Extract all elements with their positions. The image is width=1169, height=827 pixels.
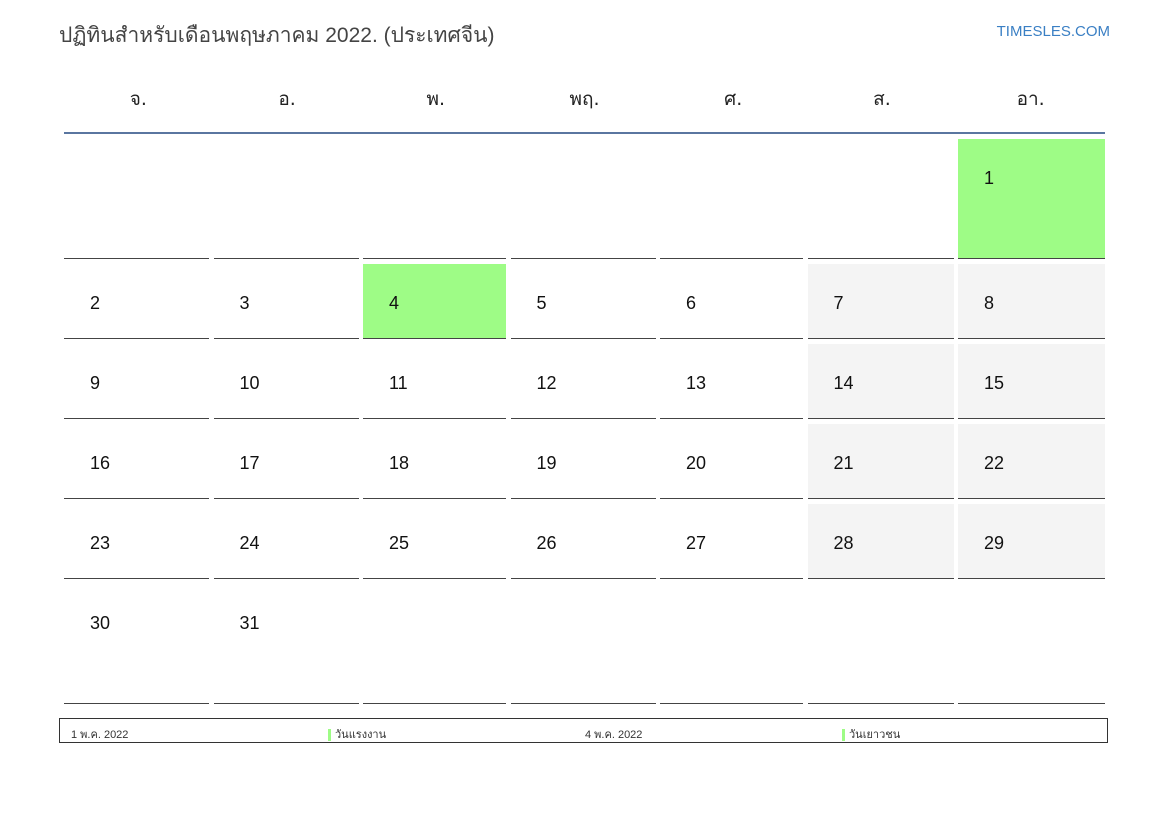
day-cell-15[interactable]: 15 <box>958 344 1105 419</box>
day-number: 25 <box>389 533 410 553</box>
day-number: 15 <box>984 373 1005 393</box>
empty-day-cell <box>64 139 209 259</box>
day-cell-11[interactable]: 11 <box>363 344 506 419</box>
day-cell-18[interactable]: 18 <box>363 424 506 499</box>
day-number: 5 <box>536 293 547 313</box>
day-number: 2 <box>90 293 101 313</box>
weekday-sun: อา. <box>1016 88 1045 110</box>
weekday-fri: ศ. <box>724 88 743 110</box>
brand-link[interactable]: TIMESLES.COM <box>996 23 1110 40</box>
empty-day-cell <box>213 139 359 259</box>
day-cell-7[interactable]: 7 <box>807 264 954 339</box>
day-number: 31 <box>239 613 260 633</box>
day-cell-26[interactable]: 26 <box>510 504 656 579</box>
day-cell-12[interactable]: 12 <box>510 344 656 419</box>
day-cell-20[interactable]: 20 <box>660 424 803 499</box>
day-cell-3[interactable]: 3 <box>213 264 359 339</box>
holiday-legend: 1 พ.ค. 2022 วันแรงงาน 4 พ.ค. 2022 วันเยา… <box>59 718 1108 743</box>
day-number: 18 <box>389 453 410 473</box>
legend-holiday: วันเยาวชน <box>842 725 900 743</box>
weekday-tue: อ. <box>278 88 296 110</box>
day-cell-25[interactable]: 25 <box>363 504 506 579</box>
legend-holiday-name: วันเยาวชน <box>849 729 901 741</box>
empty-day-cell <box>510 584 656 704</box>
day-number: 7 <box>833 293 844 313</box>
day-cell-13[interactable]: 13 <box>660 344 803 419</box>
day-number: 16 <box>90 453 111 473</box>
day-cell-1[interactable]: 1 <box>958 139 1105 259</box>
day-number: 28 <box>833 533 854 553</box>
day-number: 27 <box>686 533 707 553</box>
day-cell-6[interactable]: 6 <box>660 264 803 339</box>
day-cell-5[interactable]: 5 <box>510 264 656 339</box>
empty-day-cell <box>660 139 803 259</box>
day-cell-17[interactable]: 17 <box>213 424 359 499</box>
day-number: 22 <box>984 453 1005 473</box>
day-cell-9[interactable]: 9 <box>64 344 209 419</box>
day-cell-2[interactable]: 2 <box>64 264 209 339</box>
day-cell-4[interactable]: 4 <box>363 264 506 339</box>
day-number: 10 <box>239 373 260 393</box>
day-number: 29 <box>984 533 1005 553</box>
day-number: 21 <box>833 453 854 473</box>
weekday-sat: ส. <box>873 88 891 110</box>
calendar-grid: 1 2 3 4 5 6 7 8 9 10 11 12 13 14 15 16 17 18 19 20 21 22 23 24 2… <box>64 139 1105 704</box>
day-cell-16[interactable]: 16 <box>64 424 209 499</box>
weekday-thu: พฤ. <box>569 88 600 110</box>
day-cell-27[interactable]: 27 <box>660 504 803 579</box>
day-number: 4 <box>389 293 400 313</box>
day-number: 14 <box>833 373 854 393</box>
day-number: 20 <box>686 453 707 473</box>
day-cell-31[interactable]: 31 <box>213 584 359 704</box>
weekday-wed: พ. <box>426 88 446 110</box>
weekday-mon: จ. <box>129 88 147 110</box>
empty-day-cell <box>807 139 954 259</box>
legend-holiday-name: วันแรงงาน <box>335 729 387 741</box>
day-cell-30[interactable]: 30 <box>64 584 209 704</box>
day-number: 17 <box>239 453 260 473</box>
day-number: 30 <box>90 613 111 633</box>
day-number: 13 <box>686 373 707 393</box>
day-cell-22[interactable]: 22 <box>958 424 1105 499</box>
day-number: 26 <box>536 533 557 553</box>
day-number: 9 <box>90 373 101 393</box>
day-number: 24 <box>239 533 260 553</box>
day-cell-14[interactable]: 14 <box>807 344 954 419</box>
day-number: 11 <box>389 373 408 393</box>
day-number: 23 <box>90 533 111 553</box>
empty-day-cell <box>363 139 506 259</box>
day-cell-8[interactable]: 8 <box>958 264 1105 339</box>
day-cell-10[interactable]: 10 <box>213 344 359 419</box>
day-cell-29[interactable]: 29 <box>958 504 1105 579</box>
legend-date: 4 พ.ค. 2022 <box>585 729 643 741</box>
holiday-color-swatch <box>328 729 331 742</box>
day-cell-28[interactable]: 28 <box>807 504 954 579</box>
weekday-header: จ. อ. พ. พฤ. ศ. ส. อา. <box>64 84 1105 134</box>
holiday-color-swatch <box>842 729 845 742</box>
empty-day-cell <box>660 584 803 704</box>
day-number: 3 <box>239 293 250 313</box>
empty-day-cell <box>510 139 656 259</box>
legend-date: 1 พ.ค. 2022 <box>71 729 129 741</box>
day-cell-21[interactable]: 21 <box>807 424 954 499</box>
day-number: 8 <box>984 293 995 313</box>
day-number: 6 <box>686 293 697 313</box>
day-number: 1 <box>984 168 995 188</box>
day-cell-19[interactable]: 19 <box>510 424 656 499</box>
day-number: 12 <box>536 373 557 393</box>
day-cell-24[interactable]: 24 <box>213 504 359 579</box>
day-cell-23[interactable]: 23 <box>64 504 209 579</box>
empty-day-cell <box>363 584 506 704</box>
legend-holiday: วันแรงงาน <box>328 725 386 743</box>
empty-day-cell <box>958 584 1105 704</box>
page-title: ปฏิทินสำหรับเดือนพฤษภาคม 2022. (ประเทศจี… <box>59 24 495 47</box>
empty-day-cell <box>807 584 954 704</box>
day-number: 19 <box>536 453 557 473</box>
